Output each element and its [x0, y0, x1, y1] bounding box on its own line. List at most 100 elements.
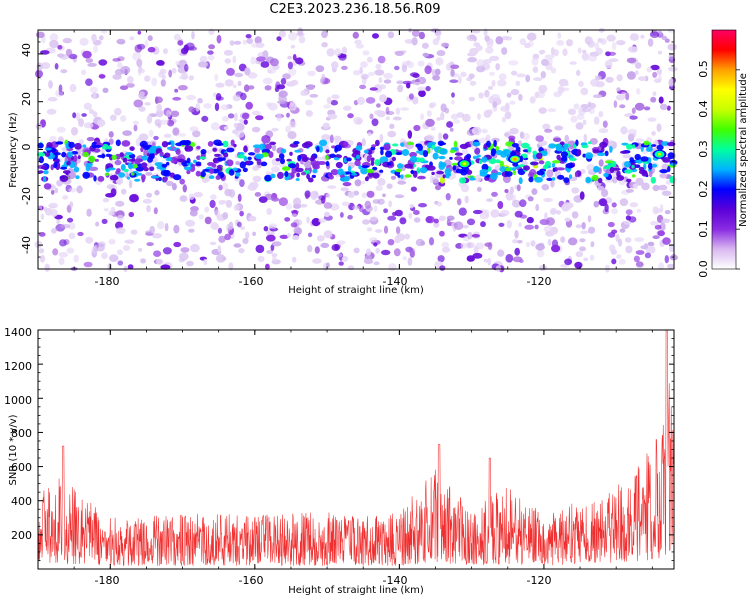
spectrogram-cell	[180, 47, 189, 55]
spectrogram-cell	[248, 215, 257, 222]
spectrogram-band-cell	[440, 162, 447, 168]
spectrogram-cell	[590, 78, 600, 87]
spectrogram-cell	[305, 110, 313, 117]
spectrogram-cell	[181, 72, 188, 80]
spectrogram-band-cell	[36, 152, 46, 157]
spectrogram-cell	[288, 67, 297, 76]
spectrogram-cell	[618, 258, 626, 265]
spectrogram-band-cell	[667, 166, 671, 173]
spectrogram-band-cell	[427, 147, 431, 154]
spectrogram-band-cell	[195, 170, 201, 177]
spectrogram-band-cell	[451, 162, 458, 166]
spectrogram-cell	[54, 187, 59, 194]
spectrogram-cell	[324, 211, 330, 217]
spectrogram-cell	[436, 201, 443, 207]
spectrogram-band-cell	[166, 161, 170, 166]
spectrogram-cell	[376, 103, 381, 108]
spectrogram-band-cell	[312, 168, 318, 174]
spectrogram-cell	[159, 68, 167, 75]
spectrogram-cell	[78, 139, 85, 145]
spectrogram-band-cell	[631, 164, 635, 169]
spectrogram-cell	[576, 113, 585, 120]
spectrogram-cell	[287, 61, 293, 70]
spectrogram-cell	[556, 40, 565, 46]
spectrogram-band-cell	[372, 172, 380, 179]
spectrogram-cell	[40, 62, 51, 70]
spectrogram-band-cell	[232, 167, 238, 172]
spectrogram-cell	[425, 118, 435, 127]
spectrogram-cell	[379, 94, 387, 103]
spectrogram-cell	[96, 243, 105, 252]
spectrogram-cell	[556, 210, 561, 215]
spectrogram-cell	[501, 47, 508, 55]
spectrogram-cell	[491, 137, 500, 143]
spectrogram-cell	[112, 74, 122, 80]
spectrogram-band-cell	[400, 142, 405, 147]
spectrogram-band-cell	[532, 150, 537, 155]
spectrogram-cell	[541, 58, 550, 66]
spectrogram-band-cell	[452, 165, 457, 171]
spectrogram-cell	[615, 94, 626, 101]
spectrogram-band-cell	[124, 152, 133, 156]
spectrogram-band-cell	[155, 148, 160, 155]
spectrogram-cell	[658, 96, 664, 104]
spectrogram-band-cell	[574, 171, 579, 178]
spectrogram-cell	[223, 49, 233, 56]
spectrogram-cell	[369, 87, 378, 91]
spectrogram-band-cell	[419, 157, 425, 163]
spectrogram-cell	[137, 30, 142, 35]
spectrogram-cell	[153, 250, 162, 257]
spectrogram-cell	[315, 65, 325, 73]
spectrogram-band-cell	[202, 169, 211, 172]
spectrogram-cell	[472, 252, 483, 259]
spectrogram-cell	[190, 243, 200, 253]
spectrogram-cell	[579, 246, 586, 252]
spectrogram-cell	[355, 43, 364, 49]
spectrogram-cell	[625, 188, 634, 193]
spectrogram-cell	[422, 52, 429, 57]
spectrogram-band-cell	[609, 145, 613, 153]
spectrogram-cell	[588, 102, 596, 109]
spectrogram-cell	[116, 249, 123, 256]
spectrogram-cell	[407, 130, 413, 139]
spectrogram-cell	[667, 43, 677, 51]
spectrogram-cell	[434, 184, 442, 191]
spectrogram-band-cell	[523, 165, 530, 171]
spectrogram-cell	[117, 260, 124, 266]
spectrogram-band-cell	[301, 156, 309, 162]
spectrogram-cell	[560, 264, 569, 268]
snr-y-tick-label: 1400	[4, 326, 32, 339]
spectrogram-cell	[214, 209, 220, 217]
spectrogram-cell	[478, 92, 484, 99]
spectrogram-band-cell	[534, 176, 543, 183]
spectrogram-band-cell	[515, 146, 521, 152]
spectrogram-band-cell	[40, 165, 48, 170]
spectrogram-cell	[218, 200, 225, 205]
spectrogram-cell	[68, 232, 76, 240]
spectrogram-cell	[300, 90, 308, 97]
spectrogram-cell	[407, 257, 413, 266]
spectrogram-cell	[188, 193, 195, 200]
spectrogram-cell	[535, 203, 540, 212]
spectrogram-cell	[404, 39, 414, 44]
spectrogram-band-cell	[499, 160, 504, 168]
spectrogram-cell	[366, 190, 375, 198]
spectrogram-band-cell	[62, 170, 71, 174]
spectrogram-cell	[365, 248, 372, 256]
spectrogram-cell	[277, 100, 287, 104]
snr-y-axis-title: SNR (10 * v/v)	[8, 414, 19, 485]
spectrogram-cell	[81, 69, 86, 76]
spectrogram-cell	[43, 183, 52, 190]
spectrogram-cell	[611, 202, 617, 208]
spectrogram-band-cell	[375, 139, 380, 147]
spectrogram-cell	[122, 130, 132, 136]
spectrogram-cell	[440, 112, 445, 121]
spectrogram-cell	[144, 102, 151, 106]
spectrogram-cell	[373, 261, 380, 266]
spectrogram-cell	[612, 176, 618, 184]
spectrogram-band-cell	[74, 142, 82, 150]
spectrogram-cell	[379, 133, 384, 143]
spectrogram-band-cell	[329, 153, 336, 158]
spectrogram-cell	[371, 118, 379, 127]
spectrogram-cell	[146, 114, 153, 124]
